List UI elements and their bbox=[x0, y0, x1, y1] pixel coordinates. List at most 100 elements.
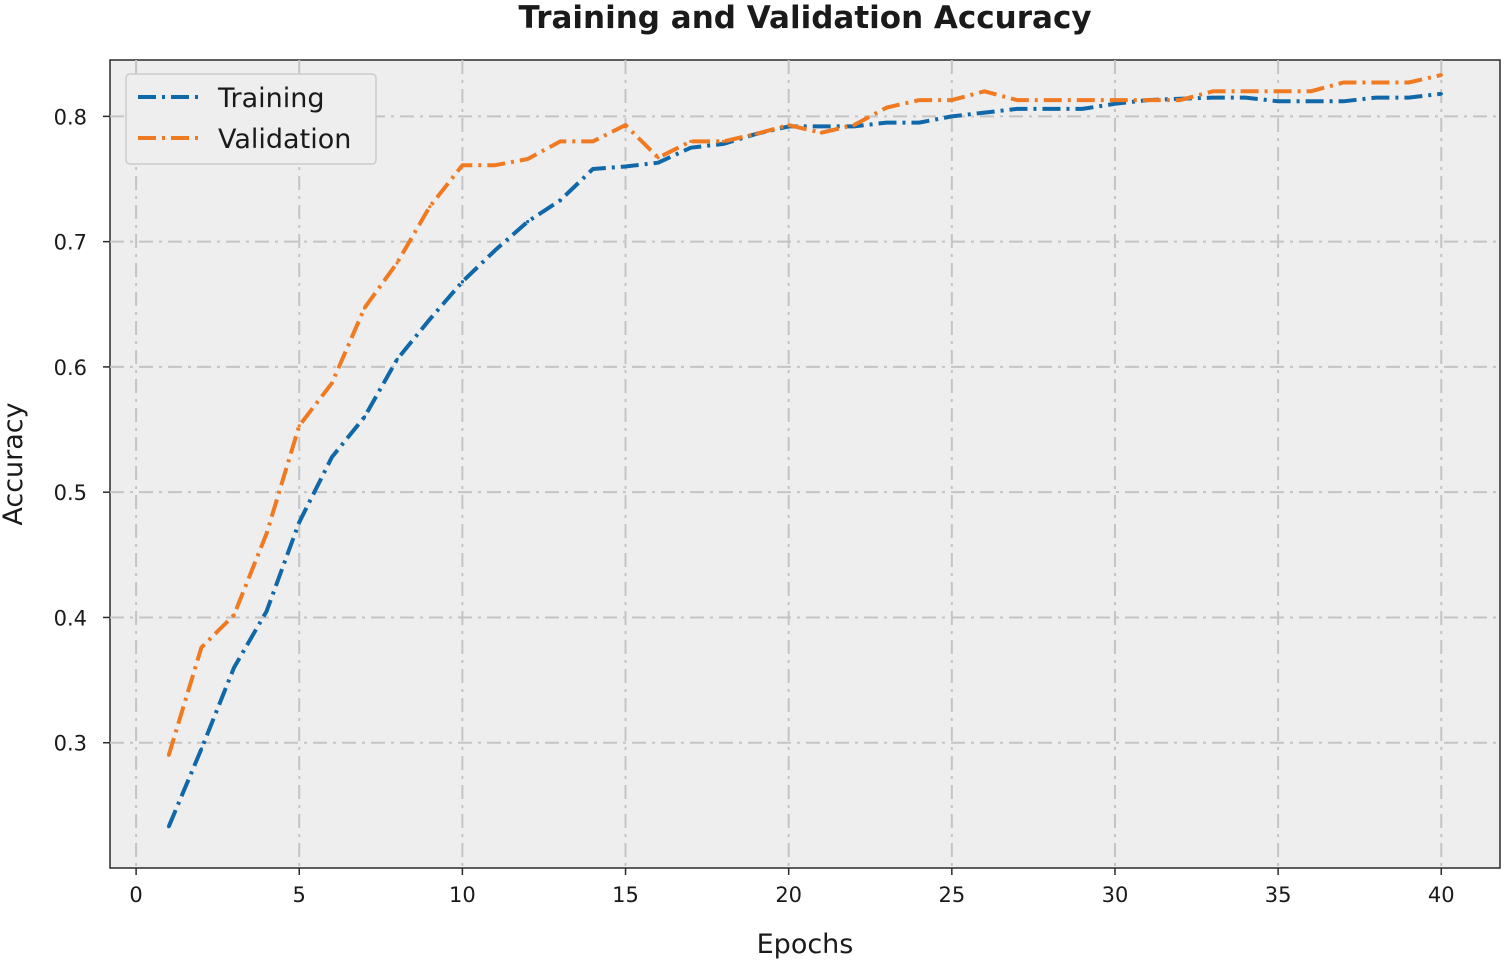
training-point bbox=[1113, 102, 1117, 106]
validation-point bbox=[1178, 98, 1182, 102]
grid-lines bbox=[110, 60, 1500, 868]
training-series-line bbox=[166, 91, 1442, 828]
training-point bbox=[1211, 96, 1215, 100]
validation-point bbox=[1243, 89, 1248, 93]
validation-point bbox=[1309, 89, 1313, 93]
x-axis: 0 5 10 15 20 25 30 35 40 bbox=[129, 868, 1455, 907]
training-point bbox=[982, 111, 987, 115]
training-point bbox=[330, 455, 334, 459]
training-point bbox=[428, 317, 432, 321]
training-point bbox=[395, 357, 399, 361]
training-point bbox=[721, 142, 726, 146]
training-point bbox=[362, 415, 367, 419]
training-point bbox=[265, 609, 269, 613]
validation-point bbox=[167, 753, 171, 757]
training-point bbox=[1407, 96, 1411, 100]
validation-point bbox=[1374, 80, 1378, 85]
y-tick-label: 0.3 bbox=[54, 732, 87, 756]
training-point bbox=[1374, 96, 1378, 100]
training-point bbox=[885, 121, 889, 125]
validation-point bbox=[982, 89, 987, 93]
chart-title: Training and Validation Accuracy bbox=[518, 0, 1091, 36]
training-point bbox=[623, 164, 628, 169]
validation-point bbox=[656, 156, 660, 160]
validation-point bbox=[1015, 98, 1019, 102]
x-tick-label: 25 bbox=[938, 883, 965, 907]
validation-point bbox=[526, 157, 530, 161]
validation-point bbox=[1080, 98, 1084, 102]
validation-point bbox=[917, 98, 921, 102]
validation-point bbox=[297, 424, 301, 428]
plot-area bbox=[109, 59, 1501, 869]
training-point bbox=[1243, 96, 1248, 100]
x-tick-label: 30 bbox=[1102, 883, 1129, 907]
training-point bbox=[1276, 99, 1280, 103]
series-lines bbox=[166, 73, 1443, 829]
validation-point bbox=[721, 139, 726, 143]
legend-validation-label: Validation bbox=[218, 124, 351, 155]
validation-point bbox=[362, 306, 367, 310]
validation-point bbox=[1048, 98, 1052, 102]
training-point bbox=[591, 167, 595, 171]
training-point bbox=[950, 114, 954, 118]
training-point bbox=[297, 520, 301, 524]
training-point bbox=[526, 220, 530, 224]
validation-point bbox=[558, 139, 562, 143]
x-tick-label: 20 bbox=[775, 883, 802, 907]
y-tick-label: 0.4 bbox=[54, 606, 87, 630]
validation-series-line bbox=[166, 73, 1442, 756]
y-tick-label: 0.5 bbox=[54, 481, 87, 505]
training-point bbox=[558, 198, 562, 202]
validation-point bbox=[330, 381, 334, 385]
training-point bbox=[493, 248, 497, 252]
validation-point bbox=[852, 123, 856, 127]
x-tick-label: 15 bbox=[612, 883, 639, 907]
training-point bbox=[656, 161, 660, 165]
validation-point bbox=[787, 123, 791, 127]
training-point bbox=[689, 146, 693, 150]
validation-point bbox=[1341, 80, 1345, 85]
training-point bbox=[199, 747, 203, 751]
validation-point bbox=[428, 205, 432, 209]
training-point bbox=[460, 280, 464, 284]
validation-point bbox=[819, 131, 823, 135]
training-point bbox=[1015, 107, 1019, 111]
x-tick-label: 0 bbox=[129, 883, 142, 907]
x-tick-label: 10 bbox=[449, 883, 476, 907]
y-tick-label: 0.8 bbox=[54, 105, 87, 129]
validation-point bbox=[1146, 98, 1150, 102]
validation-point bbox=[232, 613, 236, 617]
validation-point bbox=[460, 163, 464, 167]
validation-point bbox=[1407, 80, 1411, 85]
validation-point bbox=[689, 139, 693, 143]
x-tick-label: 40 bbox=[1428, 883, 1455, 907]
y-tick-label: 0.7 bbox=[54, 231, 87, 255]
training-point bbox=[1309, 99, 1313, 103]
x-tick-label: 35 bbox=[1265, 883, 1292, 907]
x-tick-label: 5 bbox=[293, 883, 306, 907]
y-axis-label: Accuracy bbox=[0, 402, 29, 525]
validation-point bbox=[1276, 89, 1280, 93]
y-tick-label: 0.6 bbox=[54, 356, 87, 380]
training-point bbox=[1439, 92, 1443, 96]
validation-point bbox=[395, 261, 399, 265]
training-point bbox=[232, 666, 236, 670]
validation-point bbox=[1211, 89, 1215, 93]
training-point bbox=[167, 825, 171, 829]
training-point bbox=[1341, 99, 1345, 103]
validation-point bbox=[623, 123, 628, 127]
validation-point bbox=[591, 139, 595, 143]
validation-point bbox=[265, 531, 269, 536]
validation-point bbox=[950, 98, 954, 102]
validation-point bbox=[493, 163, 497, 167]
validation-point bbox=[885, 106, 889, 110]
legend-training-label: Training bbox=[217, 83, 325, 114]
validation-point bbox=[754, 132, 758, 136]
training-point bbox=[1048, 107, 1052, 111]
training-point bbox=[917, 121, 921, 125]
legend: Training Validation bbox=[125, 73, 377, 165]
training-point bbox=[1080, 107, 1084, 111]
validation-point bbox=[1113, 98, 1117, 102]
x-axis-label: Epochs bbox=[757, 929, 854, 960]
